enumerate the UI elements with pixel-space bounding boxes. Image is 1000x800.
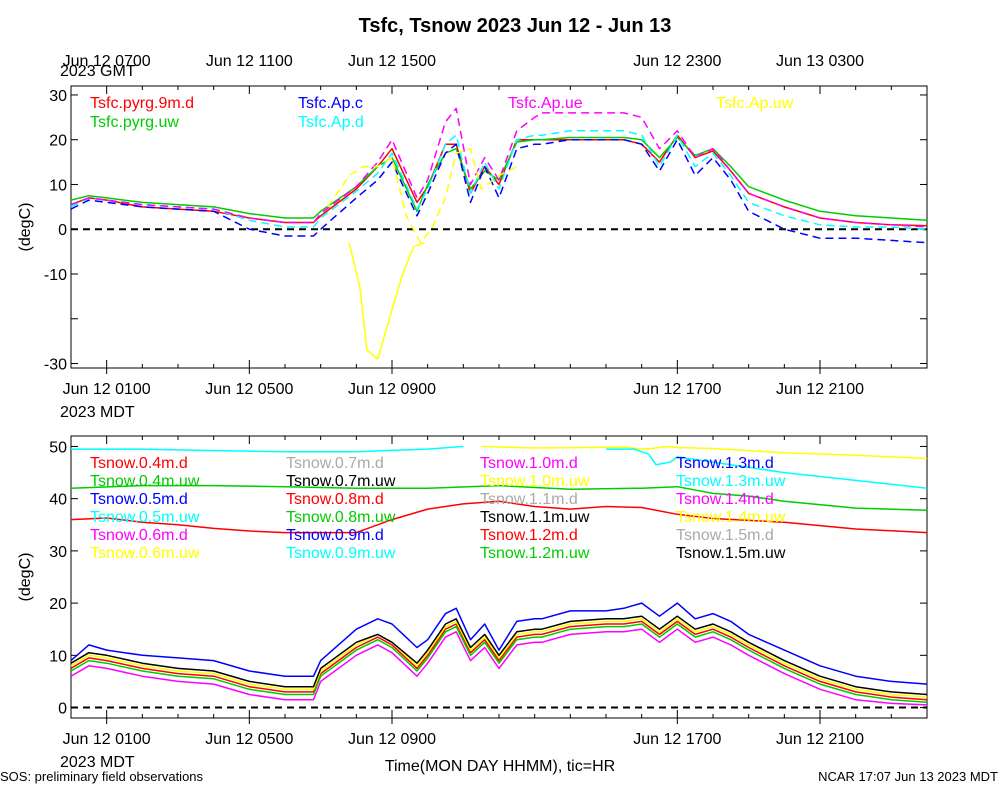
footer-left: SOS: preliminary field observations: [0, 769, 204, 784]
series-line: [71, 628, 927, 706]
y-tick-label: 40: [49, 492, 67, 509]
y-tick-label: 10: [49, 177, 67, 194]
chart-title: Tsfc, Tsnow 2023 Jun 12 - Jun 13: [359, 15, 672, 37]
legend-entry: Tsnow.0.4m.d: [90, 455, 188, 472]
legend-entry: Tsnow.1.0m.uw: [480, 473, 590, 490]
x-tick-label: Jun 12 1700: [633, 731, 721, 748]
series-line: [71, 602, 927, 685]
panel2-bottom-axis-timezone: 2023 MDT: [60, 754, 135, 771]
y-tick-label: -30: [44, 357, 67, 374]
legend-entry: Tsnow.1.4m.uw: [676, 509, 786, 526]
legend-entry: Tsfc.Ap.d: [298, 114, 364, 131]
legend-entry: Tsfc.Ap.ue: [508, 95, 583, 112]
legend-entry: Tsnow.0.6m.d: [90, 527, 188, 544]
series-line: [71, 107, 927, 228]
series-line: [71, 138, 927, 244]
legend-entry: Tsnow.0.8m.d: [286, 491, 384, 508]
x-tick-label-top: Jun 13 0300: [776, 53, 864, 70]
legend-entry: Tsnow.1.5m.d: [676, 527, 774, 544]
upper-trace-line: [481, 445, 927, 460]
legend-entry: Tsnow.0.9m.d: [286, 527, 384, 544]
x-tick-label-top: Jun 12 1500: [348, 53, 436, 70]
x-tick-label-top: Jun 12 1100: [206, 53, 293, 70]
legend-entry: Tsfc.pyrg.uw: [90, 114, 179, 131]
y-tick-label: 0: [58, 222, 67, 239]
y-axis-label: (degC): [17, 553, 34, 602]
series-line: [71, 620, 927, 701]
y-tick-label: 50: [49, 439, 67, 456]
legend-entry: Tsnow.1.3m.d: [676, 455, 774, 472]
x-tick-label: Jun 12 2100: [776, 731, 864, 748]
legend-entry: Tsnow.0.9m.uw: [286, 545, 396, 562]
legend-entry: Tsnow.0.5m.d: [90, 491, 188, 508]
bottom-panel: 0 10 20 30 40 50 Jun 12 0100 Jun 12 0500 Jun 12 …: [17, 435, 928, 748]
x-tick-label: Jun 12 0900: [348, 731, 436, 748]
x-tick-label: Jun 12 0100: [63, 731, 151, 748]
legend-entry: Tsnow.1.5m.uw: [676, 545, 786, 562]
upper-trace-line: [71, 484, 927, 511]
y-tick-label: 0: [58, 701, 67, 718]
legend-entry: Tsnow.0.7m.uw: [286, 473, 396, 490]
legend-entry: Tsnow.0.6m.uw: [90, 545, 200, 562]
x-tick-label-top: Jun 12 0700: [63, 53, 151, 70]
series-line: [327, 147, 518, 244]
upper-trace-line: [71, 500, 927, 534]
upper-trace-line: [606, 448, 927, 489]
series-line: [71, 618, 927, 698]
series-line: [348, 242, 425, 360]
series-line: [71, 623, 927, 704]
y-tick-label: 20: [49, 133, 67, 150]
series-line: [71, 130, 927, 230]
legend-entry: Tsfc.Ap.c: [298, 95, 363, 112]
x-tick-label-top: Jun 12 2300: [633, 53, 721, 70]
y-tick-label: 10: [49, 648, 67, 665]
top-panel: -30 -10 0 10 20 30 Jun 12 0100 Jun 12 0500 Jun 1…: [17, 53, 928, 398]
y-tick-label: -10: [44, 267, 67, 284]
y-tick-label: 30: [49, 544, 67, 561]
x-tick-label: Jun 12 1700: [633, 381, 721, 398]
legend-entry: Tsfc.Ap.uw: [716, 95, 794, 112]
series-line: [71, 615, 927, 696]
legend-entry: Tsfc.pyrg.9m.d: [90, 95, 194, 112]
y-tick-label: 20: [49, 596, 67, 613]
x-tick-label: Jun 12 2100: [776, 381, 864, 398]
y-axis-label: (degC): [17, 203, 34, 252]
legend-entry: Tsnow.1.2m.d: [480, 527, 578, 544]
top-axis-timezone: 2023 GMT: [60, 63, 136, 80]
plot-frame: [70, 85, 928, 369]
panel1-bottom-axis-timezone: 2023 MDT: [60, 404, 135, 421]
x-tick-label: Jun 12 0900: [348, 381, 436, 398]
x-tick-label: Jun 12 0500: [205, 731, 293, 748]
legend-entry: Tsnow.1.1m.d: [480, 491, 578, 508]
legend-entry: Tsnow.0.5m.uw: [90, 509, 200, 526]
legend-entry: Tsnow.1.3m.uw: [676, 473, 786, 490]
legend-entry: Tsnow.0.7m.d: [286, 455, 384, 472]
footer-right: NCAR 17:07 Jun 13 2023 MDT: [818, 769, 998, 784]
legend-entry: Tsnow.0.8m.uw: [286, 509, 396, 526]
x-axis-label: Time(MON DAY HHMM), tic=HR: [385, 758, 615, 775]
legend-entry: Tsnow.0.4m.uw: [90, 473, 200, 490]
x-tick-label: Jun 12 0500: [205, 381, 293, 398]
upper-trace-line: [71, 445, 464, 453]
legend-entry: Tsnow.1.2m.uw: [480, 545, 590, 562]
x-tick-label: Jun 12 0100: [63, 381, 151, 398]
legend-entry: Tsnow.1.4m.d: [676, 491, 774, 508]
y-tick-label: 30: [49, 88, 67, 105]
legend-entry: Tsnow.1.1m.uw: [480, 509, 590, 526]
legend-entry: Tsnow.1.0m.d: [480, 455, 578, 472]
